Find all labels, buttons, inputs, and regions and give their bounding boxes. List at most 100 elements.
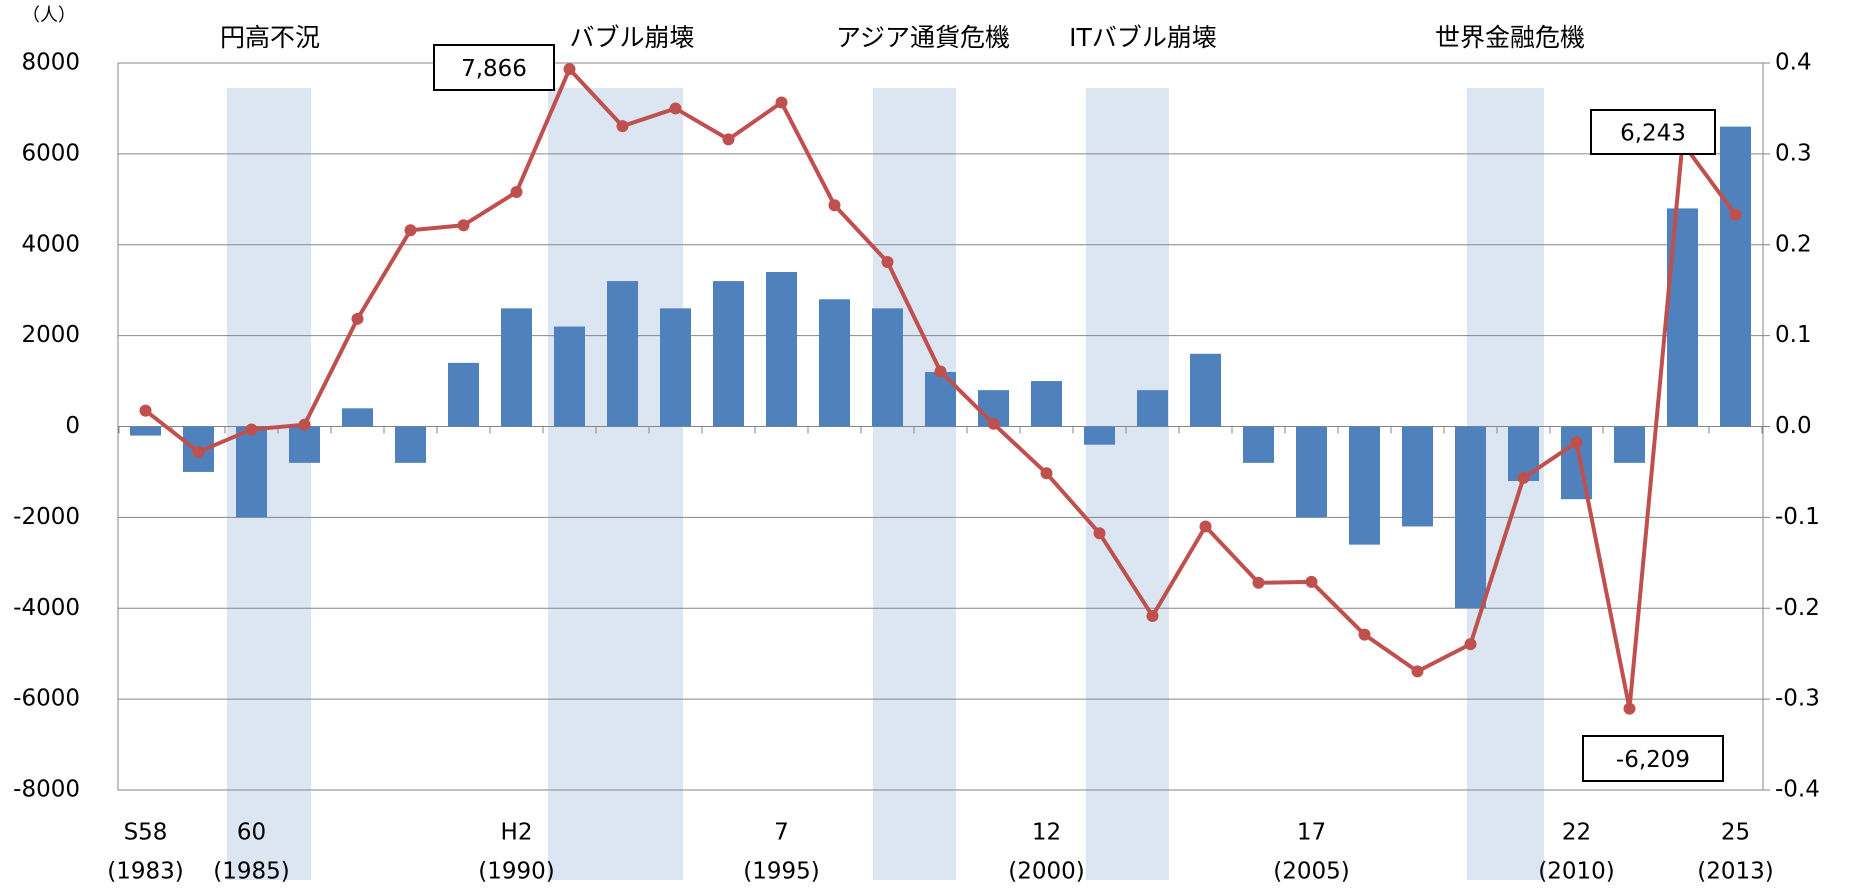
bar — [1190, 353, 1221, 427]
x-tick-label: 7 — [774, 820, 789, 846]
bar — [1720, 126, 1751, 427]
bar — [1402, 426, 1433, 527]
x-tick-label: 17 — [1297, 820, 1326, 846]
bar — [1614, 426, 1645, 463]
point — [1570, 436, 1583, 449]
y2-tick-label: -0.1 — [1775, 504, 1820, 530]
period-shade — [873, 88, 956, 880]
point — [616, 120, 629, 133]
bar — [1031, 381, 1062, 427]
x-tick-label-year: (1983) — [107, 859, 183, 885]
point — [1729, 208, 1742, 221]
point — [1305, 575, 1318, 588]
y-tick-label: -6000 — [13, 686, 80, 712]
point — [351, 312, 364, 325]
x-tick-label-year: (1985) — [213, 859, 289, 885]
point — [722, 133, 735, 146]
value-label: -6,209 — [1616, 747, 1690, 773]
period-label: 円高不況 — [220, 23, 320, 52]
point — [192, 445, 205, 458]
x-tick-label: 60 — [237, 820, 266, 846]
y-tick-label: 2000 — [21, 322, 80, 348]
point — [881, 256, 894, 269]
bar — [819, 299, 850, 427]
period-label: 世界金融危機 — [1435, 23, 1585, 52]
point — [1252, 576, 1265, 589]
point — [510, 186, 523, 199]
point — [669, 102, 682, 115]
point — [1623, 702, 1636, 715]
bar — [289, 426, 320, 463]
point — [139, 404, 152, 417]
point — [987, 417, 1000, 430]
point — [1040, 467, 1053, 480]
point — [1199, 520, 1212, 533]
value-label-box — [433, 44, 555, 91]
point — [1358, 628, 1371, 641]
x-tick-label-year: (1990) — [478, 859, 554, 885]
y-tick-label: -8000 — [13, 777, 80, 803]
point — [457, 219, 470, 232]
point — [1464, 638, 1477, 651]
bar — [1349, 426, 1380, 545]
y-tick-label: 8000 — [21, 50, 80, 76]
period-shade — [548, 88, 683, 880]
period-label: アジア通貨危機 — [836, 23, 1010, 52]
value-label: 7,866 — [461, 56, 527, 82]
y2-tick-label: 0.2 — [1775, 231, 1812, 257]
x-tick-label: 12 — [1032, 820, 1061, 846]
y-tick-label: 6000 — [21, 140, 80, 166]
bar — [236, 426, 267, 518]
value-label-box — [1590, 109, 1716, 155]
point — [934, 365, 947, 378]
bar — [342, 408, 373, 427]
x-tick-label-year: (2010) — [1538, 859, 1614, 885]
x-tick-label: S58 — [124, 820, 168, 846]
period-shade — [1086, 88, 1169, 880]
x-tick-label-year: (1995) — [743, 859, 819, 885]
point — [563, 63, 576, 76]
bar — [1296, 426, 1327, 518]
y2-tick-label: 0.3 — [1775, 140, 1812, 166]
bar — [660, 308, 691, 427]
bar — [713, 281, 744, 427]
point — [1411, 665, 1424, 678]
y-tick-label: 0 — [65, 413, 80, 439]
bar — [872, 308, 903, 427]
point — [1093, 527, 1106, 540]
y2-tick-label: -0.2 — [1775, 595, 1820, 621]
y2-tick-label: -0.4 — [1775, 777, 1820, 803]
bar — [448, 362, 479, 427]
x-tick-label: H2 — [501, 820, 533, 846]
unit-label: （人） — [22, 5, 76, 26]
x-tick-label-year: (2005) — [1273, 859, 1349, 885]
point — [298, 418, 311, 431]
x-tick-label: 25 — [1721, 820, 1750, 846]
y2-tick-label: 0.1 — [1775, 322, 1812, 348]
point — [775, 96, 788, 109]
y2-tick-label: -0.3 — [1775, 686, 1820, 712]
bar — [1243, 426, 1274, 463]
y-tick-label: 4000 — [21, 231, 80, 257]
bar — [607, 281, 638, 427]
x-tick-label-year: (2013) — [1697, 859, 1773, 885]
bar — [1084, 426, 1115, 445]
y2-tick-label: 0.0 — [1775, 413, 1812, 439]
bar — [554, 326, 585, 427]
y2-tick-label: 0.4 — [1775, 50, 1812, 76]
bar — [130, 426, 161, 436]
bar — [395, 426, 426, 463]
point — [245, 423, 258, 436]
bar — [1137, 390, 1168, 427]
x-tick-label-year: (2000) — [1008, 859, 1084, 885]
x-tick-label: 22 — [1562, 820, 1591, 846]
bar — [766, 272, 797, 427]
point — [404, 224, 417, 237]
point — [1517, 471, 1530, 484]
period-label: バブル崩壊 — [569, 23, 694, 52]
point — [1146, 609, 1159, 622]
y-tick-label: -4000 — [13, 595, 80, 621]
period-label: ITバブル崩壊 — [1069, 23, 1217, 52]
value-label-box — [1582, 735, 1724, 782]
